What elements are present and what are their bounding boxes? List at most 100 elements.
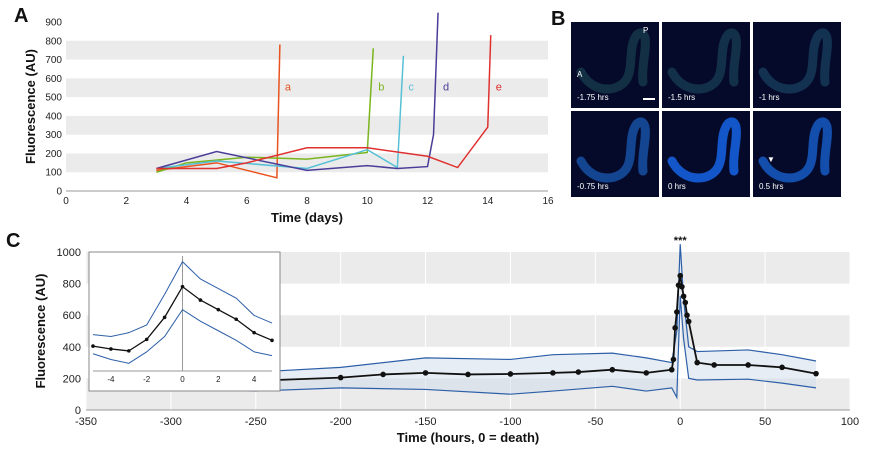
mean-point [745, 362, 751, 368]
x-axis-label: Time (days) [271, 210, 343, 225]
x-tick-label: 6 [244, 196, 250, 207]
worm-silhouette [576, 28, 650, 94]
posterior-label: P [643, 26, 649, 35]
mean-point [609, 366, 616, 373]
y-tick-label: 200 [45, 149, 62, 160]
x-tick-label: -250 [245, 416, 267, 428]
y-tick-label: 800 [45, 36, 62, 47]
y-axis-label: Fluorescence (AU) [33, 274, 48, 389]
worm-image-tile: -0.75 hrs [571, 111, 659, 197]
inset-mean-point [144, 337, 149, 342]
mean-point [668, 366, 675, 373]
inset-upper-line [92, 260, 273, 338]
inset-frame [88, 251, 281, 392]
time-label: -1.75 hrs [577, 93, 609, 102]
inset-mean-point [270, 338, 274, 343]
inset-mean-point [127, 349, 131, 353]
x-tick-label: -350 [75, 416, 97, 428]
time-label: 0 hrs [668, 182, 686, 191]
time-label: -1.5 hrs [668, 93, 696, 102]
inset-mean-point [216, 307, 221, 312]
upper-bound-line [170, 244, 817, 375]
arrowhead-icon: ▼ [767, 155, 775, 164]
series-label-e: e [496, 82, 502, 94]
worm-silhouette [667, 28, 741, 94]
y-tick-label: 700 [45, 55, 62, 66]
x-tick-label: -300 [160, 416, 182, 428]
panel-letter-c: C [6, 230, 21, 252]
x-tick-label: 100 [841, 416, 859, 428]
y-tick-label: 400 [63, 342, 81, 354]
mean-point [694, 359, 700, 366]
y-tick-label: 1000 [57, 247, 81, 259]
mean-point [575, 369, 582, 375]
inset-x-tick-label: -4 [107, 375, 115, 384]
series-label-c: c [408, 82, 414, 94]
series-line-b [156, 48, 375, 173]
series-line-e [156, 35, 492, 170]
significance-annotation: *** [674, 235, 688, 247]
worm-image-grid: -1.75 hrs A P -1.5 hrs -1 hrs -0.75 hrs 0 hrs 0… [571, 22, 841, 198]
x-tick-label: 0 [677, 416, 683, 428]
series-label-a: a [285, 82, 292, 94]
mean-point [465, 371, 471, 378]
x-tick-label: -150 [415, 416, 437, 428]
x-tick-label: 8 [304, 196, 310, 207]
lower-bound-line [170, 296, 817, 400]
worm-image-tile: -1 hrs [753, 22, 841, 108]
y-tick-label: 600 [45, 74, 62, 85]
worm-image-tile: 0 hrs [662, 111, 750, 197]
mean-point [380, 371, 386, 378]
scale-bar [643, 98, 655, 100]
anterior-label: A [577, 70, 583, 79]
series-line-c [156, 55, 405, 170]
worm-image-tile: -1.75 hrs A P [571, 22, 659, 108]
mean-point [680, 293, 687, 300]
y-tick-label: 0 [75, 405, 81, 417]
series-line-a [156, 44, 281, 179]
x-tick-label: -100 [499, 416, 521, 428]
mean-point [422, 370, 429, 376]
mean-point [679, 283, 685, 290]
worm-image-tile: 0.5 hrs ▼ [753, 111, 841, 197]
x-tick-label: 2 [123, 196, 129, 207]
grid-band [66, 78, 548, 98]
worm-image-tile: -1.5 hrs [662, 22, 750, 108]
worm-silhouette [758, 28, 832, 94]
worm-silhouette [576, 117, 650, 183]
inset-mean-point [109, 347, 113, 351]
mean-point [682, 299, 689, 306]
y-tick-label: 500 [45, 93, 62, 104]
x-tick-label: -50 [587, 416, 603, 428]
panel-letter-a: A [14, 5, 29, 27]
inset-x-tick-label: 0 [180, 375, 185, 384]
inset-mean-point [252, 330, 256, 335]
y-tick-label: 400 [45, 111, 62, 122]
y-tick-label: 200 [63, 373, 81, 385]
mean-point [711, 362, 717, 368]
inset-mean-point [180, 284, 185, 289]
inset-x-tick-label: 4 [252, 375, 257, 384]
mean-point [813, 370, 819, 377]
y-tick-label: 100 [45, 168, 62, 179]
worm-silhouette [758, 117, 832, 183]
mean-point [507, 371, 514, 377]
time-label: 0.5 hrs [759, 182, 784, 191]
worm-body [576, 28, 650, 94]
mean-point [685, 318, 692, 325]
mean-point [672, 325, 678, 331]
worm-body [667, 117, 741, 183]
y-tick-label: 600 [63, 310, 81, 322]
mean-point [550, 370, 556, 376]
y-tick-label: 800 [63, 279, 81, 291]
mean-point [643, 370, 650, 376]
inset-mean-point [162, 315, 167, 320]
worm-silhouette [667, 117, 741, 183]
x-tick-label: -200 [330, 416, 352, 428]
mean-point [677, 272, 684, 279]
inset-x-tick-label: 2 [216, 375, 221, 384]
x-tick-label: 0 [63, 196, 69, 207]
y-tick-label: 900 [45, 18, 62, 29]
worm-body [576, 117, 650, 183]
grid-band [66, 115, 548, 135]
